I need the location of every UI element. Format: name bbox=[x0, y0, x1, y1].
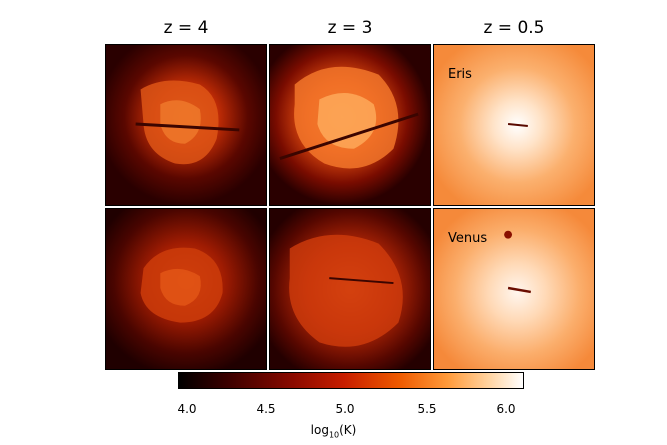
temperature-map-eris-z4 bbox=[106, 45, 266, 205]
temperature-map-eris-z3 bbox=[270, 45, 430, 205]
colorbar-tick: 5.0 bbox=[335, 402, 355, 416]
galaxy-label-eris: Eris bbox=[448, 67, 472, 82]
panel-venus-z3 bbox=[269, 208, 431, 370]
colorbar-tick: 6.0 bbox=[496, 402, 516, 416]
colorbar-label-main: log bbox=[310, 423, 329, 437]
temperature-map-eris-z05 bbox=[434, 45, 594, 205]
colorbar-label-unit: (K) bbox=[339, 423, 357, 437]
panel-venus-z05: Venus bbox=[433, 208, 595, 370]
panel-venus-z4 bbox=[105, 208, 267, 370]
colorbar-label-sub: 10 bbox=[328, 430, 340, 440]
panel-eris-z05: Eris bbox=[433, 44, 595, 206]
column-title-z3: z = 3 bbox=[327, 18, 373, 38]
colorbar-label: log10(K) bbox=[0, 423, 667, 439]
colorbar-tick: 4.0 bbox=[177, 402, 197, 416]
colorbar-tick: 5.5 bbox=[417, 402, 437, 416]
temperature-map-grid: Eris bbox=[105, 44, 595, 372]
column-title-z05: z = 0.5 bbox=[483, 18, 545, 38]
galaxy-label-venus: Venus bbox=[448, 231, 488, 246]
temperature-map-venus-z4 bbox=[106, 209, 266, 369]
temperature-colorbar bbox=[178, 372, 524, 389]
panel-eris-z3 bbox=[269, 44, 431, 206]
panel-eris-z4 bbox=[105, 44, 267, 206]
temperature-map-venus-z05 bbox=[434, 209, 594, 369]
column-title-z4: z = 4 bbox=[163, 18, 209, 38]
temperature-map-venus-z3 bbox=[270, 209, 430, 369]
colorbar-tick: 4.5 bbox=[256, 402, 276, 416]
